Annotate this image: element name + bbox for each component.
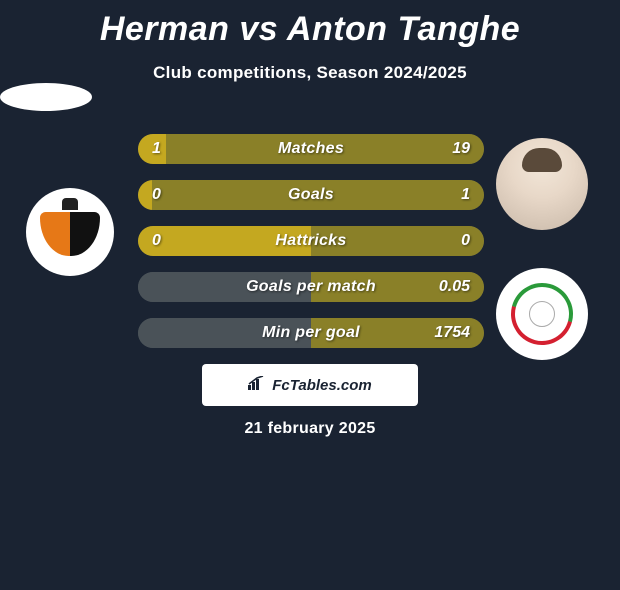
brand-badge: FcTables.com [202,364,418,406]
stat-label: Matches [138,140,484,158]
page-title: Herman vs Anton Tanghe [0,10,620,49]
stat-value-right: 1754 [434,324,470,342]
stat-row: 0Goals1 [138,180,484,210]
chart-icon [248,376,266,394]
stat-value-right: 19 [452,140,470,158]
stat-row: Goals per match0.05 [138,272,484,302]
stat-row: Min per goal1754 [138,318,484,348]
page-subtitle: Club competitions, Season 2024/2025 [0,63,620,83]
stat-row: 1Matches19 [138,134,484,164]
stats-container: 1Matches190Goals10Hattricks0Goals per ma… [138,134,484,364]
player1-club-badge [26,188,114,276]
player1-avatar [0,83,92,111]
player2-avatar [496,138,588,230]
stat-value-right: 1 [461,186,470,204]
stat-label: Min per goal [138,324,484,342]
stat-label: Hattricks [138,232,484,250]
footer-date: 21 february 2025 [0,420,620,438]
player2-club-badge [496,268,588,360]
stat-row: 0Hattricks0 [138,226,484,256]
stat-label: Goals per match [138,278,484,296]
stat-value-right: 0.05 [439,278,470,296]
stat-label: Goals [138,186,484,204]
brand-text: FcTables.com [272,377,371,394]
stat-value-right: 0 [461,232,470,250]
